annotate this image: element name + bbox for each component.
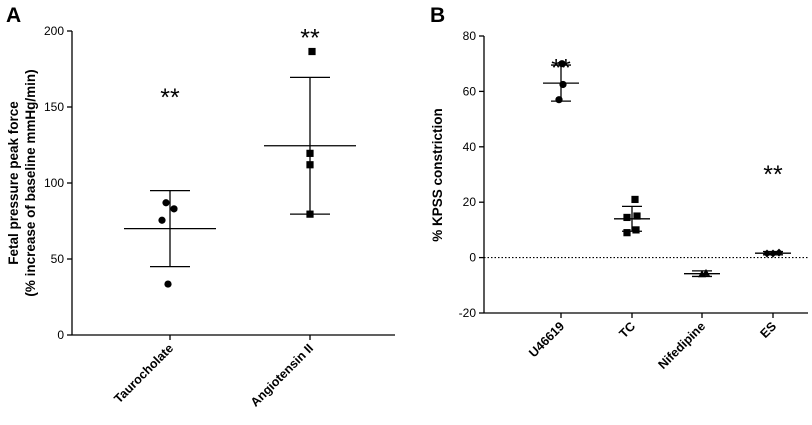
data-point xyxy=(769,249,777,258)
data-point xyxy=(162,199,170,207)
y-tick-label: 50 xyxy=(51,252,65,266)
category-label: Angiotensin II xyxy=(248,341,316,409)
data-point xyxy=(623,213,631,222)
y-tick-label: 150 xyxy=(44,100,64,114)
data-point xyxy=(763,249,771,258)
y-tick-label: 100 xyxy=(44,176,64,190)
y-tick-label: 200 xyxy=(44,24,64,38)
data-point xyxy=(702,268,710,276)
category-label: ES xyxy=(757,319,779,341)
panel-letter: A xyxy=(6,4,21,27)
significance-marker: ** xyxy=(300,25,320,53)
data-point xyxy=(558,60,566,68)
category-label: U46619 xyxy=(526,319,567,360)
category-label: Nifedipine xyxy=(655,319,708,372)
category-label: TC xyxy=(616,319,638,341)
data-point xyxy=(306,210,314,218)
y-tick-label: -20 xyxy=(459,306,477,320)
data-point xyxy=(158,216,166,224)
y-axis-label: % KPSS constriction xyxy=(430,108,445,242)
y-tick-label: 60 xyxy=(463,84,477,98)
data-point xyxy=(775,248,783,257)
data-point xyxy=(308,47,316,56)
y-tick-label: 0 xyxy=(469,251,476,265)
data-point xyxy=(631,195,639,204)
data-point xyxy=(170,205,178,213)
data-point xyxy=(306,161,314,169)
significance-marker: ** xyxy=(160,84,180,112)
y-tick-label: 40 xyxy=(463,140,477,154)
category-label: Taurocholate xyxy=(111,341,176,406)
data-point xyxy=(164,280,172,288)
y-tick-label: 20 xyxy=(463,195,477,209)
significance-marker: ** xyxy=(551,54,571,82)
y-axis-label: Fetal pressure peak force xyxy=(6,101,21,265)
significance-marker: ** xyxy=(763,161,783,189)
data-point xyxy=(559,80,567,89)
data-point xyxy=(306,149,314,157)
panel-b: B -20 0 20 40 60 80 % KPSS constriction U46619 **… xyxy=(430,4,808,372)
data-point xyxy=(555,96,563,104)
data-point xyxy=(632,226,640,234)
y-tick-label: 80 xyxy=(463,29,477,43)
data-point xyxy=(633,212,641,220)
data-point xyxy=(623,229,631,237)
y-axis-label: (% increase of baseline mmHg/min) xyxy=(23,69,38,296)
y-tick-label: 0 xyxy=(57,328,64,342)
panel-a: A 0 50 100 150 200 Fetal pressure peak force (%… xyxy=(6,4,395,410)
panel-letter: B xyxy=(430,4,445,27)
